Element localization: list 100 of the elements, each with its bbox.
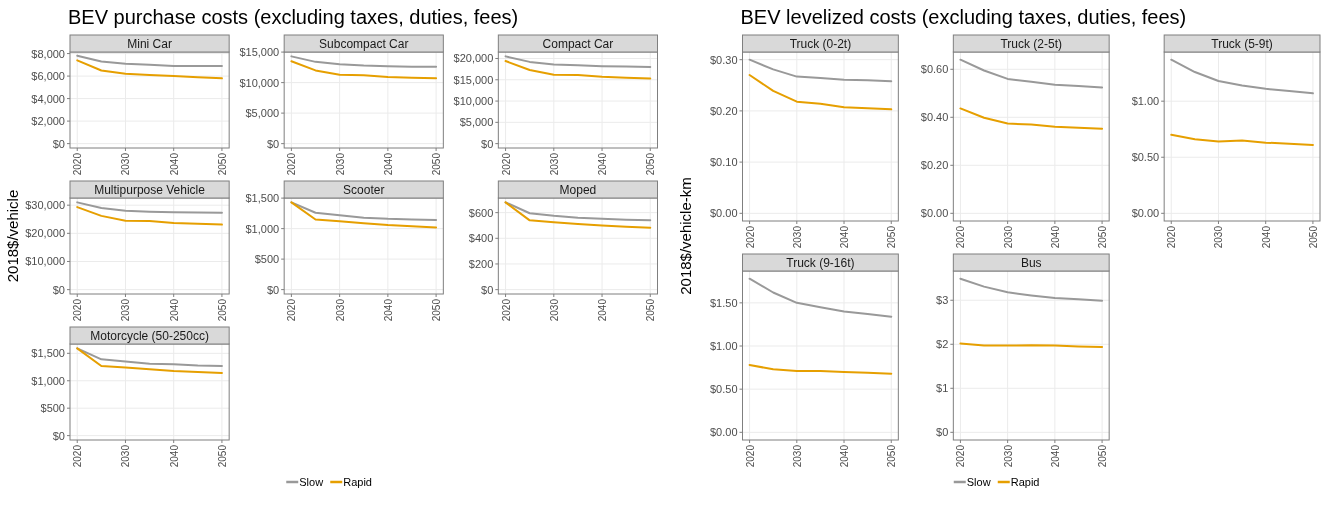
y-tick-label: $1.00 — [709, 340, 738, 353]
x-tick-label: 2050 — [645, 152, 657, 176]
x-tick-label: 2050 — [1097, 444, 1109, 468]
line-series — [290, 201, 438, 229]
line-series — [959, 58, 1104, 89]
y-tick-label: $15,000 — [239, 46, 280, 59]
line-series — [504, 55, 652, 69]
line-series — [748, 277, 893, 318]
y-tick-label: $5,000 — [245, 107, 280, 120]
x-tick-label: 2040 — [1049, 225, 1061, 249]
y-tick-label: $0.00 — [1131, 207, 1160, 220]
y-tick-label: $0.10 — [709, 156, 738, 169]
y-tick-label: $500 — [254, 253, 280, 266]
line-series — [748, 58, 893, 83]
line-series — [290, 55, 438, 68]
chart-title: Bus — [1020, 255, 1042, 270]
y-tick-label: $600 — [468, 206, 494, 219]
y-tick-label: $0.00 — [920, 207, 949, 220]
x-tick-label: 2020 — [72, 444, 84, 468]
chart-title: Motorcycle (50-250cc) — [90, 328, 209, 343]
line-series — [76, 206, 223, 226]
y-tick-label: $0 — [52, 283, 65, 296]
line-series — [748, 74, 893, 111]
y-tick-label: $0.00 — [709, 207, 738, 220]
x-tick-label: 2020 — [72, 298, 84, 322]
y-tick-label: $10,000 — [453, 95, 494, 108]
x-tick-label: 2040 — [168, 152, 180, 176]
y-tick-label: $0.20 — [709, 104, 738, 117]
y-tick-label: $0 — [266, 283, 280, 296]
chart-title: Subcompact Car — [319, 36, 409, 51]
x-tick-label: 2040 — [597, 298, 609, 322]
x-tick-label: 2020 — [955, 225, 967, 249]
x-tick-label: 2040 — [1260, 225, 1272, 249]
x-tick-label: 2020 — [72, 152, 84, 176]
x-tick-label: 2050 — [886, 225, 898, 249]
chart-title: Compact Car — [542, 36, 614, 51]
line-series — [504, 201, 652, 222]
x-tick-label: 2050 — [1307, 225, 1319, 249]
y-tick-label: $0 — [936, 426, 949, 439]
x-tick-label: 2020 — [286, 298, 298, 322]
x-tick-label: 2050 — [431, 298, 443, 322]
y-tick-label: $500 — [40, 402, 65, 415]
line-series — [504, 60, 652, 80]
x-tick-label: 2030 — [120, 298, 132, 322]
line-series — [76, 347, 223, 367]
x-tick-label: 2030 — [120, 152, 132, 176]
y-tick-label: $0.50 — [709, 383, 738, 396]
x-tick-label: 2030 — [1002, 225, 1014, 249]
x-tick-label: 2050 — [1097, 225, 1109, 249]
chart-title: Truck (2-5t) — [1000, 36, 1063, 51]
x-tick-label: 2030 — [1213, 225, 1225, 249]
x-tick-label: 2040 — [168, 444, 180, 468]
legend-label: Rapid — [343, 476, 372, 488]
y-tick-label: $1.50 — [709, 296, 738, 309]
y-tick-label: $0.00 — [709, 426, 738, 439]
y-tick-label: $10,000 — [25, 255, 65, 268]
legend-label: Slow — [966, 476, 991, 488]
legend-label: Rapid — [1010, 476, 1040, 488]
line-series — [1170, 58, 1314, 95]
x-tick-label: 2040 — [382, 298, 394, 322]
x-tick-label: 2030 — [548, 298, 560, 322]
y-tick-label: $0 — [52, 137, 65, 150]
y-tick-label: $1,000 — [245, 222, 280, 235]
y-tick-label: $8,000 — [31, 47, 65, 60]
chart-title: Mini Car — [127, 36, 172, 51]
x-tick-label: 2050 — [216, 298, 228, 322]
x-tick-label: 2050 — [886, 444, 898, 468]
x-tick-label: 2040 — [839, 444, 851, 468]
x-tick-label: 2040 — [839, 225, 851, 249]
line-series — [76, 54, 223, 67]
x-tick-label: 2040 — [382, 152, 394, 176]
chart-title: Multipurpose Vehicle — [94, 182, 206, 197]
y-tick-label: $2 — [936, 338, 949, 351]
y-tick-label: $10,000 — [239, 76, 280, 89]
line-series — [76, 201, 223, 214]
y-tick-label: $400 — [468, 232, 494, 245]
line-series — [959, 277, 1104, 302]
x-tick-label: 2050 — [216, 444, 228, 468]
y-tick-label: $0.50 — [1131, 151, 1160, 164]
y-tick-label: $3 — [936, 294, 949, 307]
y-axis-title: 2018$/vehicle-km — [676, 177, 694, 295]
x-tick-label: 2030 — [548, 152, 560, 176]
y-tick-label: $5,000 — [459, 116, 494, 129]
line-series — [959, 107, 1104, 130]
line-series — [76, 59, 223, 80]
y-tick-label: $0 — [481, 137, 494, 150]
y-tick-label: $200 — [468, 257, 494, 270]
x-tick-label: 2020 — [955, 444, 967, 468]
y-tick-label: $30,000 — [25, 199, 65, 212]
line-series — [76, 347, 223, 375]
x-tick-label: 2040 — [1049, 444, 1061, 468]
text: BEV purchase costs (excluding taxes, duties, fees) — [68, 6, 519, 28]
chart-title: Truck (9-16t) — [786, 255, 855, 270]
y-tick-label: $1 — [936, 382, 949, 395]
y-tick-label: $0.30 — [709, 53, 738, 66]
text: BEV levelized costs (excluding taxes, duties, fees) — [740, 6, 1187, 28]
line-series — [748, 363, 893, 375]
chart-title: Scooter — [343, 182, 385, 197]
chart-title: Moped — [559, 182, 597, 197]
x-tick-label: 2030 — [334, 152, 346, 176]
